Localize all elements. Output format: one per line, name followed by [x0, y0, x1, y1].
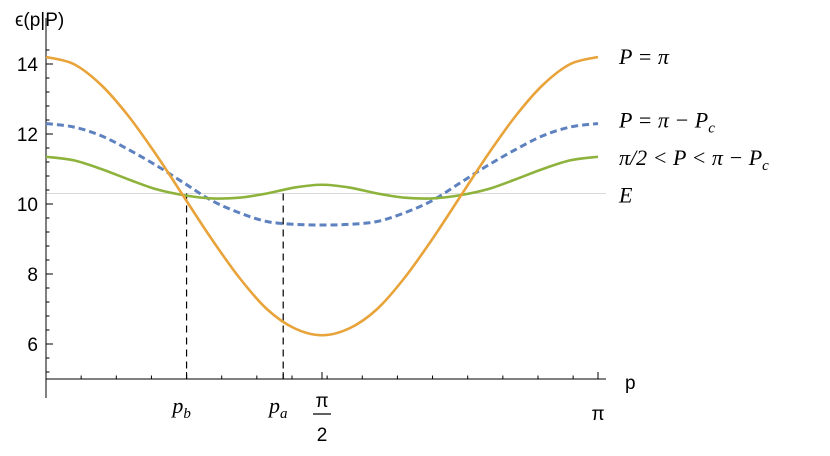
- x-tick-label-numerator: π: [315, 391, 328, 412]
- marker-lines: [185, 193, 284, 379]
- x-tick-label-denominator: 2: [317, 425, 328, 446]
- series-label-1: P = π: [618, 44, 670, 69]
- series-line-3: [45, 155, 599, 200]
- y-tick-label: 10: [17, 195, 38, 216]
- series-label-2: P = π − Pc: [618, 108, 715, 137]
- y-tick-label: 6: [27, 335, 38, 356]
- x-tick-label: π: [591, 404, 604, 425]
- series-label-3: π/2 < P < π − Pc: [619, 145, 769, 174]
- series-lines: [45, 55, 599, 337]
- x-ticks: pb pa π 2 π: [80, 372, 605, 446]
- y-ticks: 6 8 10 12 14: [17, 49, 53, 373]
- y-tick-label: 12: [17, 125, 38, 146]
- y-tick-label: 8: [27, 265, 38, 286]
- x-tick-label: pa: [267, 393, 288, 422]
- x-tick-label: pb: [170, 393, 191, 422]
- x-axis-title: p: [625, 373, 636, 394]
- series-labels: P = π P = π − Pc π/2 < P < π − Pc E: [618, 44, 769, 208]
- y-axis-title: ϵ(p|P): [15, 10, 64, 31]
- series-line-2: [45, 122, 599, 227]
- series-line-1: [45, 55, 599, 337]
- energy-label: E: [618, 183, 633, 208]
- y-tick-label: 14: [17, 55, 39, 76]
